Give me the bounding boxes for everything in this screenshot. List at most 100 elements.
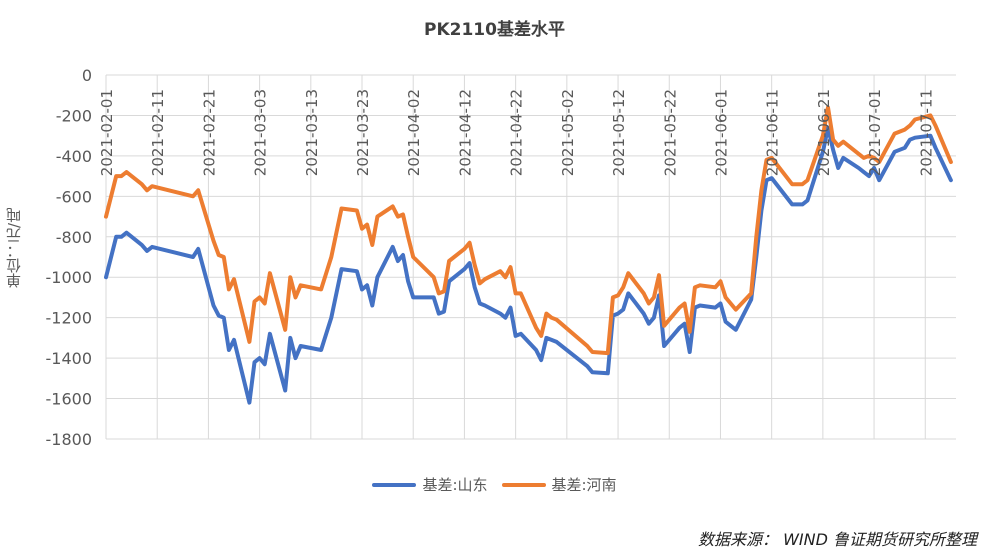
data-point [217,253,220,256]
data-point [468,262,471,265]
data-point [320,288,323,291]
data-point [478,302,481,305]
data-point [294,296,297,299]
data-point [145,189,148,192]
legend-swatch-shandong [372,482,417,487]
data-point [658,274,661,277]
x-axis-ticks: 2021-02-01 2021-02-11 2021-02-21 2021-03-03… [98,89,935,176]
data-point [253,361,256,364]
data-point [750,298,753,301]
data-point [197,189,200,192]
y-axis-label: 单位：元/吨 [5,207,23,289]
legend-label-henan: 基差:河南 [551,476,617,494]
data-point [509,306,512,309]
data-point [105,276,108,279]
chart-title: PK2110基差水平 [424,20,565,40]
data-point [197,247,200,250]
data-point [284,389,287,392]
data-point [857,152,860,155]
data-point [371,304,374,307]
data-point [437,312,440,315]
x-tick-label: 2021-05-22 [661,89,679,176]
chart-legend: 基差:山东 基差:河南 [0,474,989,495]
data-point [862,156,865,159]
data-point [586,365,589,368]
data-point [606,372,609,375]
data-point [914,136,917,139]
data-point [617,312,620,315]
data-point [330,256,333,259]
data-point [115,235,118,238]
y-tick-label: -1400 [46,349,93,368]
data-point [151,185,154,188]
data-point [750,292,753,295]
y-axis-ticks: 0 -200 -400 -600 -800 -1000 -1200 -1400 -1600 -18… [46,66,93,449]
data-point [140,243,143,246]
x-tick-label: 2021-02-01 [98,89,116,176]
data-point [519,332,522,335]
data-point [391,205,394,208]
data-point [949,160,952,163]
x-tick-label: 2021-05-02 [559,89,577,176]
data-point [120,175,123,178]
data-point [842,140,845,143]
x-tick-label: 2021-04-22 [508,89,526,176]
series-line-shandong [104,125,953,405]
data-point [325,332,328,335]
x-tick-label: 2021-04-02 [405,89,423,176]
data-point [483,278,486,281]
data-point [734,328,737,331]
data-point [151,245,154,248]
legend-label-shandong: 基差:山东 [422,476,488,494]
data-point [504,276,507,279]
data-point [320,349,323,352]
data-point [647,302,650,305]
data-point [622,286,625,289]
data-point [192,256,195,259]
data-point [627,272,630,275]
data-point [837,144,840,147]
data-point [401,213,404,216]
y-tick-label: -1800 [46,430,93,449]
data-point [442,290,445,293]
data-point [325,272,328,275]
data-point [724,320,727,323]
data-point [289,336,292,339]
legend-swatch-henan [501,482,546,487]
data-point [412,296,415,299]
legend-item-shandong[interactable]: 基差:山东 [372,474,488,495]
data-point [642,292,645,295]
data-point [335,231,338,234]
data-point [724,296,727,299]
data-point [361,227,364,230]
data-point [371,243,374,246]
data-point [330,316,333,319]
data-point [908,124,911,127]
data-point [688,351,691,354]
data-point [550,338,553,341]
data-point [714,286,717,289]
x-tick-label: 2021-06-11 [764,89,782,176]
data-point [693,286,696,289]
data-point [791,183,794,186]
x-tick-label: 2021-06-21 [815,89,833,176]
data-point [361,288,364,291]
data-point [268,332,271,335]
data-point [401,253,404,256]
grid-lines [105,74,956,440]
data-point [729,302,732,305]
data-point [908,138,911,141]
data-point [586,344,589,347]
x-tick-label: 2021-06-01 [712,89,730,176]
data-point [248,340,251,343]
data-point [376,276,379,279]
x-tick-label: 2021-03-13 [303,89,321,176]
data-point [914,118,917,121]
data-point [540,334,543,337]
data-point [842,156,845,159]
data-point [734,308,737,311]
data-point [355,209,358,212]
data-point [499,312,502,315]
data-point [233,278,236,281]
legend-item-henan[interactable]: 基差:河南 [501,474,617,495]
